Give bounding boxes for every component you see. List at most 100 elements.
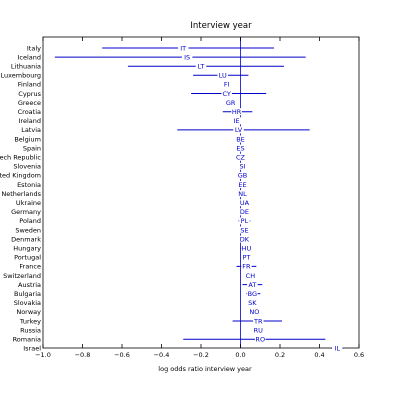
code-background <box>247 299 258 307</box>
country-label: Hungary <box>13 245 41 253</box>
country-label: France <box>19 263 41 271</box>
code-background <box>235 144 246 152</box>
code-background <box>231 117 242 125</box>
country-code-label: SI <box>239 163 245 171</box>
country-label: Greece <box>18 99 41 107</box>
country-label: Croatia <box>18 108 41 116</box>
country-label: Slovakia <box>14 299 41 307</box>
code-background <box>237 190 248 198</box>
country-code-label: CZ <box>236 154 246 162</box>
x-axis: −1.0 −0.8 −0.6 −0.4 −0.2 0.0 0.2 0.4 0.6 <box>35 37 364 359</box>
country-label: Norway <box>16 308 41 316</box>
country-code-label: PT <box>242 254 250 262</box>
country-label: Belgium <box>14 135 41 143</box>
country-label: Germany <box>11 208 41 216</box>
code-background <box>225 99 236 107</box>
country-code-label: LU <box>219 72 227 80</box>
country-code-label: AT <box>248 281 256 289</box>
country-label: Czech Republic <box>0 154 41 162</box>
country-code-label: RU <box>254 326 264 334</box>
country-label: Cyprus <box>18 90 41 98</box>
x-tick-label: 0.2 <box>275 351 285 359</box>
country-code-label: CH <box>246 272 256 280</box>
country-code-label: LV <box>235 126 243 134</box>
country-code-label: HU <box>242 245 252 253</box>
country-code-label: BE <box>236 135 245 143</box>
country-code-label: TR <box>253 317 263 325</box>
country-code-label: NL <box>238 190 247 198</box>
country-label: Spain <box>23 144 41 152</box>
code-background <box>237 181 248 188</box>
country-label: Italy <box>27 44 41 52</box>
country-label: Sweden <box>15 226 41 234</box>
code-background <box>255 335 266 343</box>
x-tick-label: −0.8 <box>75 351 91 359</box>
country-label: Romania <box>13 336 41 344</box>
code-background <box>239 235 250 243</box>
country-label: Turkey <box>19 317 41 325</box>
country-label: Latvia <box>21 126 41 134</box>
x-tick-label: 0.6 <box>354 351 364 359</box>
country-label: Poland <box>19 217 41 225</box>
country-label: Bulgaria <box>14 290 41 298</box>
code-background <box>245 272 256 279</box>
plot-area <box>42 36 360 349</box>
country-label: Ireland <box>19 117 41 125</box>
country-label: Denmark <box>11 235 41 243</box>
country-label: Switzerland <box>3 272 41 280</box>
country-code-label: GB <box>238 172 248 180</box>
code-background <box>239 199 250 207</box>
country-code-label: BG <box>248 290 257 298</box>
code-background <box>237 171 248 179</box>
country-code-label: DK <box>240 235 250 243</box>
code-background <box>241 262 252 270</box>
country-code-label: IS <box>184 53 190 61</box>
code-background <box>332 344 343 352</box>
country-label: Portugal <box>14 254 41 262</box>
x-tick-label: −1.0 <box>35 351 51 359</box>
code-background <box>249 308 260 316</box>
country-label: Finland <box>18 81 41 89</box>
code-background <box>177 44 189 52</box>
code-background <box>241 253 252 261</box>
code-background <box>253 317 264 325</box>
code-background <box>237 162 248 170</box>
country-code-label: FR <box>242 263 251 271</box>
country-label: Austria <box>18 281 41 289</box>
code-background <box>233 126 244 134</box>
code-background <box>195 62 207 70</box>
country-label: United Kingdom <box>0 172 41 180</box>
code-background <box>221 80 232 88</box>
country-label: Ukraine <box>16 199 41 207</box>
country-code-label: EE <box>238 181 246 189</box>
code-background <box>235 153 246 161</box>
x-tick-label: −0.6 <box>114 351 130 359</box>
country-code-label: IT <box>180 44 186 52</box>
x-tick-label: 0.4 <box>314 351 324 359</box>
code-background <box>217 71 228 79</box>
country-code-label: SK <box>248 299 257 307</box>
country-code-label: NO <box>249 308 259 316</box>
x-tick-label: −0.2 <box>193 351 209 359</box>
x-tick-label: 0.0 <box>235 351 245 359</box>
country-label: Luxembourg <box>0 72 41 80</box>
country-label: Lithuania <box>11 63 41 71</box>
country-label: Israel <box>23 345 41 353</box>
chart-title: Interview year <box>190 21 252 31</box>
code-background <box>231 108 242 116</box>
country-code-label: IL <box>335 345 341 353</box>
country-code-label: HR <box>232 108 242 116</box>
country-code-label: LT <box>198 63 205 71</box>
code-background <box>253 326 264 334</box>
country-code-label: ES <box>236 144 244 152</box>
country-code-label: PL <box>241 217 249 225</box>
code-background <box>239 208 250 216</box>
country-label: Netherlands <box>1 190 41 198</box>
country-label: Russia <box>20 326 41 334</box>
country-code-label: DE <box>240 208 249 216</box>
code-background <box>241 244 252 252</box>
country-code-label: GR <box>226 99 236 107</box>
